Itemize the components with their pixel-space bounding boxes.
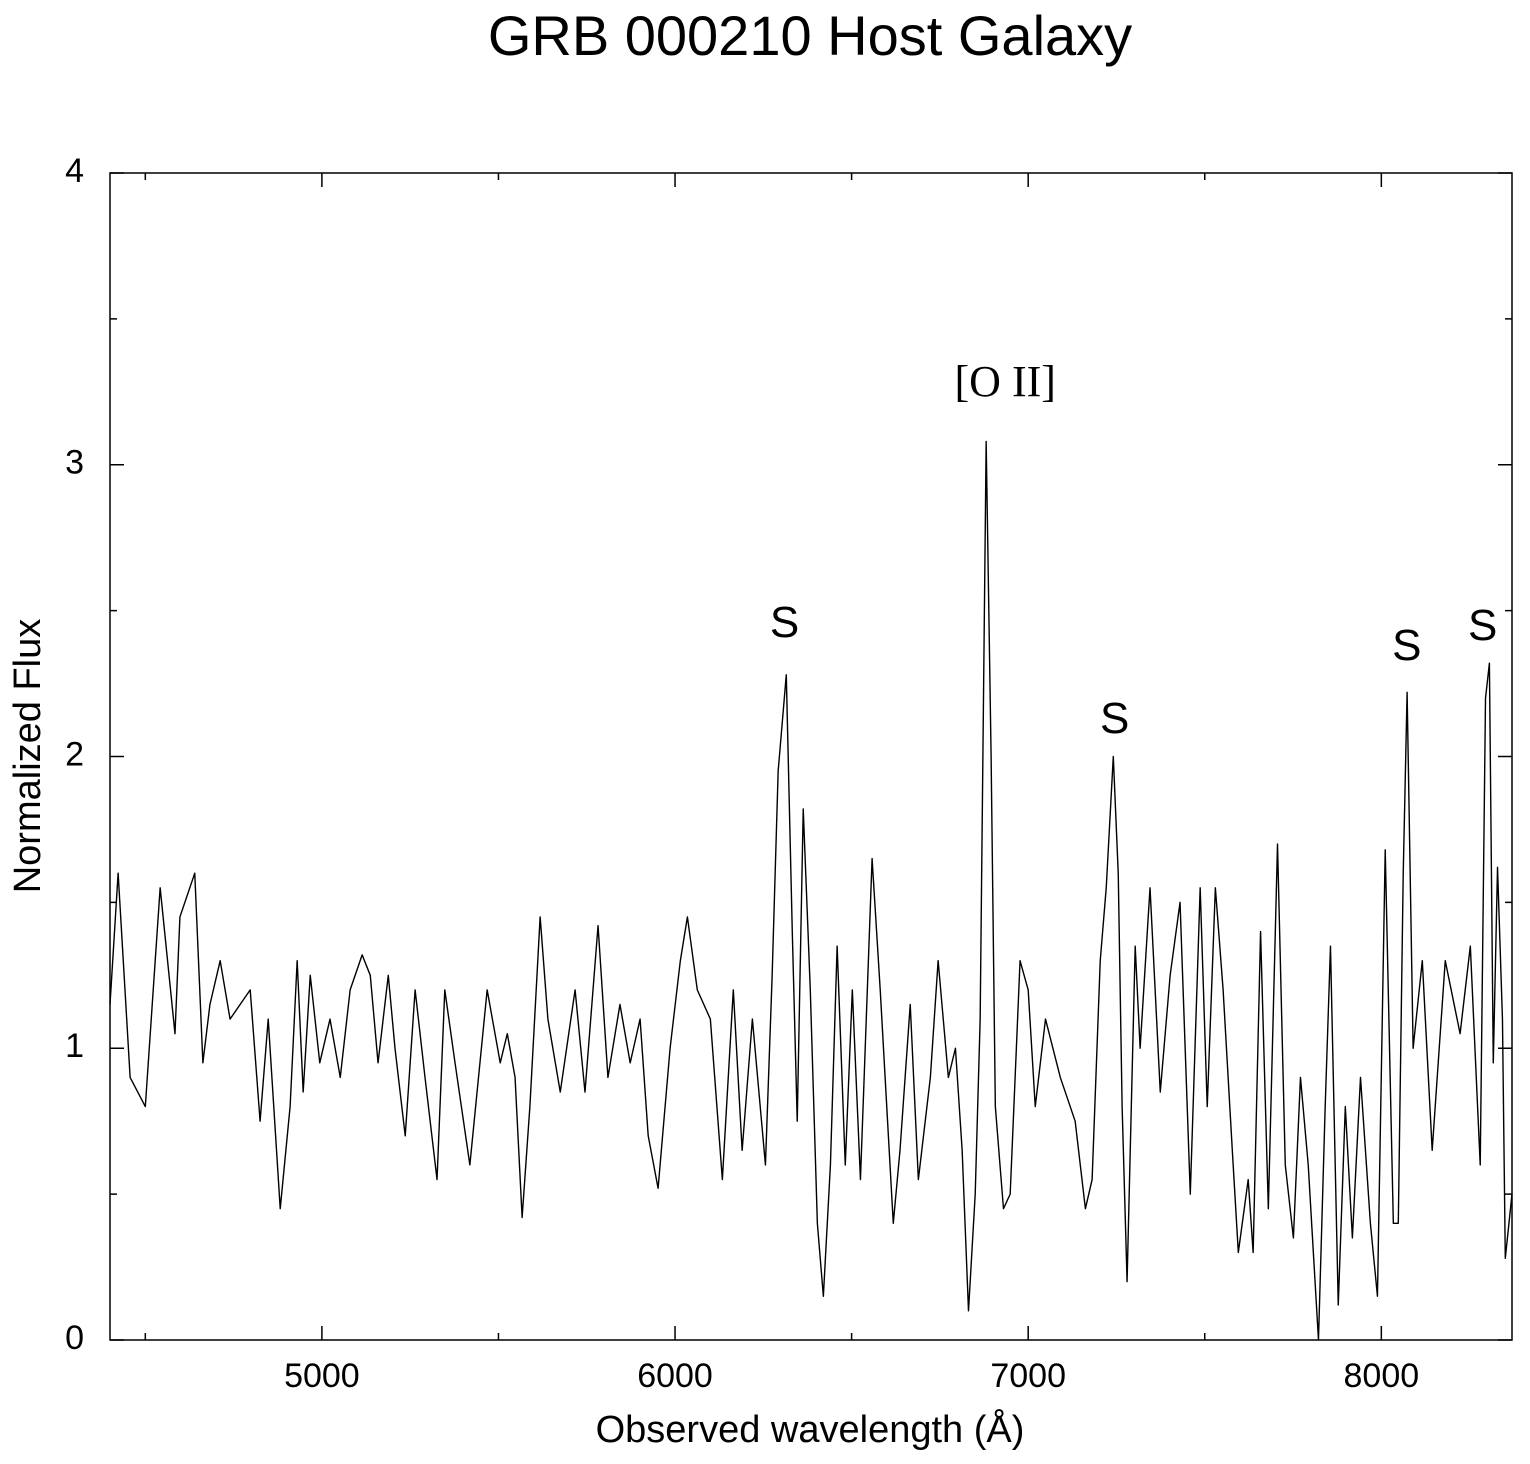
x-tick-label: 7000 xyxy=(990,1357,1066,1395)
x-tick-label: 8000 xyxy=(1344,1357,1420,1395)
x-axis-label: Observed wavelength (Å) xyxy=(596,1407,1025,1451)
y-tick-label: 3 xyxy=(65,444,84,482)
y-tick-label: 4 xyxy=(65,152,84,190)
y-tick-label: 1 xyxy=(65,1027,84,1065)
annotation: [O II] xyxy=(955,357,1056,406)
plot-frame xyxy=(109,172,1513,1341)
annotation: S xyxy=(770,598,799,647)
y-tick-label: 2 xyxy=(65,735,84,773)
annotation: S xyxy=(1468,601,1497,650)
chart-title: GRB 000210 Host Galaxy xyxy=(488,4,1132,67)
spectrum-line xyxy=(109,440,1513,1341)
annotation: S xyxy=(1100,694,1129,743)
x-tick-label: 5000 xyxy=(284,1357,360,1395)
y-axis-label: Normalized Flux xyxy=(7,619,49,894)
annotation: S xyxy=(1392,621,1421,670)
y-tick-label: 0 xyxy=(65,1319,84,1357)
x-tick-label: 6000 xyxy=(637,1357,713,1395)
